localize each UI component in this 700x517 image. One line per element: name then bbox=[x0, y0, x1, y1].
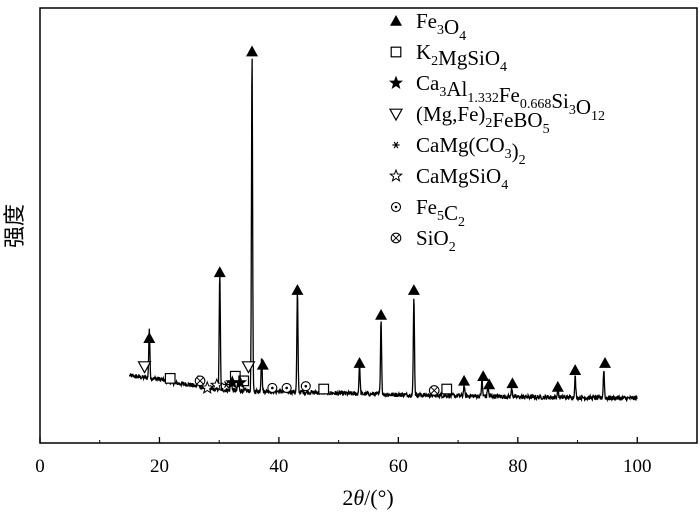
legend-symbol-star-open bbox=[388, 168, 404, 183]
phase-marker-asterisk bbox=[222, 381, 230, 388]
plot-frame bbox=[39, 7, 698, 444]
legend: Fe3O4K2MgSiO4Ca3Al1.332Fe0.668Si3O12(Mg,… bbox=[388, 9, 605, 255]
phase-marker-triangle-filled bbox=[143, 332, 156, 343]
legend-entry-label: K2MgSiO4 bbox=[416, 40, 507, 75]
x-tick-label: 20 bbox=[150, 456, 169, 477]
legend-symbol-square-open bbox=[390, 46, 402, 58]
x-tick-label: 40 bbox=[269, 456, 288, 477]
phase-marker-circle-dot bbox=[267, 382, 278, 394]
phase-marker-star-open bbox=[200, 380, 215, 394]
legend-symbol-circle-x bbox=[390, 232, 402, 244]
x-axis-label: 2θ/(°) bbox=[342, 485, 393, 510]
phase-marker-triangle-filled bbox=[256, 358, 269, 370]
phase-marker-triangle-filled bbox=[458, 374, 471, 386]
legend-entry-label: Fe5C2 bbox=[416, 195, 465, 230]
legend-symbol-triangle-filled bbox=[390, 15, 402, 26]
phase-marker-triangle-filled bbox=[375, 309, 388, 320]
legend-symbol-circle-dot bbox=[390, 201, 402, 213]
phase-marker-triangle-filled bbox=[599, 357, 612, 368]
phase-marker-square-open bbox=[318, 383, 330, 395]
legend-entry-label: CaMg(CO3)2 bbox=[416, 133, 526, 168]
phase-marker-circle-dot bbox=[300, 381, 311, 392]
phase-marker-star-filled bbox=[233, 375, 248, 389]
phase-marker-square-open bbox=[164, 372, 176, 384]
phase-marker-triangle-open-down bbox=[137, 361, 152, 374]
phase-marker-triangle-filled bbox=[407, 284, 420, 295]
legend-symbol-triangle-open-down bbox=[388, 108, 404, 122]
phase-marker-circle-dot bbox=[281, 382, 292, 394]
x-tick-label: 0 bbox=[35, 456, 45, 477]
phase-markers bbox=[137, 45, 612, 396]
phase-marker-triangle-filled bbox=[483, 378, 496, 390]
x-tick-label: 100 bbox=[623, 456, 652, 477]
x-axis: 0 20 40 60 80 100 bbox=[35, 437, 652, 477]
phase-marker-triangle-filled bbox=[291, 284, 304, 295]
phase-marker-star-open bbox=[209, 377, 224, 392]
legend-entry-label: CaMgSiO4 bbox=[416, 164, 508, 193]
phase-marker-triangle-filled bbox=[353, 357, 366, 368]
phase-marker-triangle-open-down bbox=[241, 361, 256, 374]
legend-entry-label: (Mg,Fe)2FeBO5 bbox=[416, 102, 550, 137]
phase-marker-triangle-filled bbox=[551, 380, 564, 392]
legend-entry-label: Ca3Al1.332Fe0.668Si3O12 bbox=[416, 71, 605, 124]
phase-marker-triangle-filled bbox=[506, 377, 519, 389]
legend-symbol-asterisk bbox=[392, 141, 400, 149]
phase-marker-triangle-filled bbox=[477, 370, 490, 382]
legend-entry-label: SiO2 bbox=[416, 226, 456, 255]
phase-marker-triangle-filled bbox=[569, 364, 582, 375]
phase-marker-circle-x bbox=[428, 385, 440, 396]
phase-marker-square-open bbox=[441, 383, 453, 395]
legend-entry-label: Fe3O4 bbox=[416, 9, 466, 44]
x-tick-label: 80 bbox=[508, 456, 527, 477]
y-axis-label: 强度 bbox=[2, 204, 27, 248]
phase-marker-circle-x bbox=[194, 375, 206, 387]
x-tick-label: 60 bbox=[389, 456, 408, 477]
legend-symbol-star-filled bbox=[388, 75, 404, 90]
phase-marker-triangle-filled bbox=[213, 266, 226, 278]
phase-marker-triangle-filled bbox=[246, 45, 259, 57]
